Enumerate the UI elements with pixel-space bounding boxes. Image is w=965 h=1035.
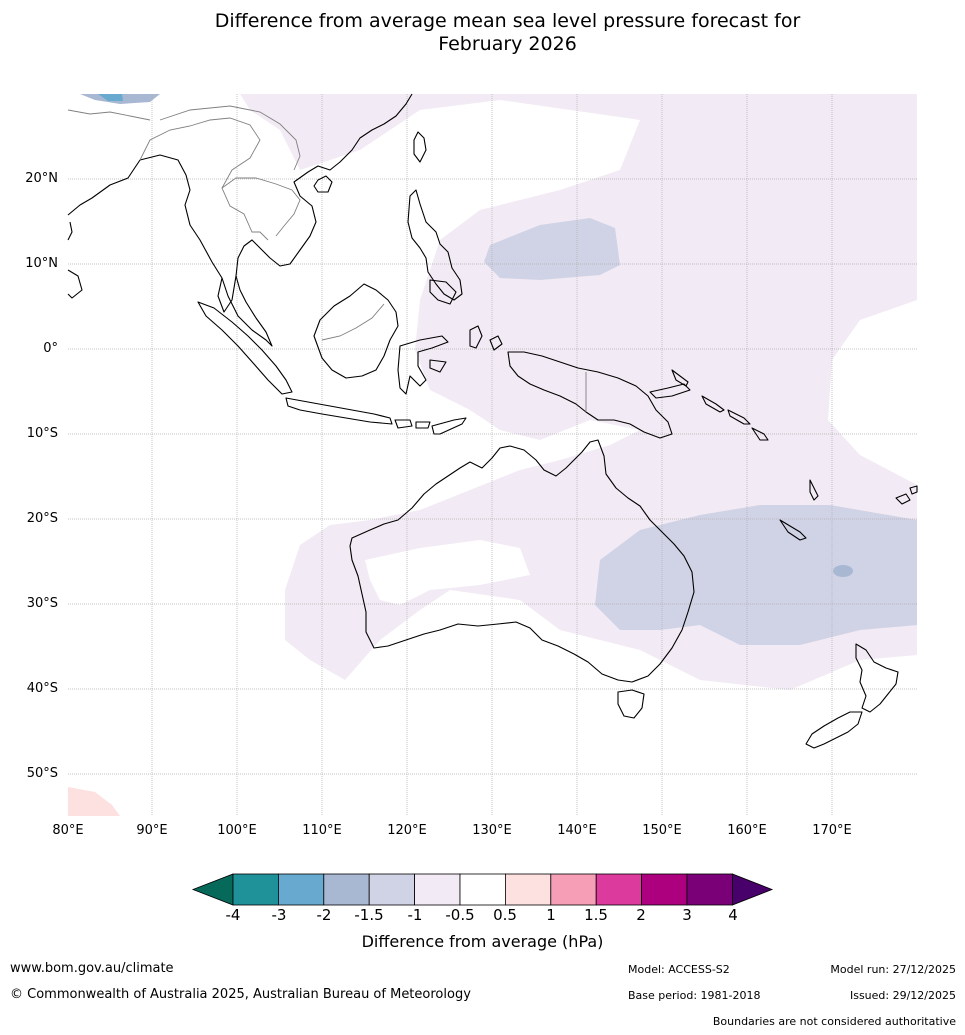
colorbar-swatch bbox=[459, 873, 506, 906]
lon-label-90e: 90°E bbox=[136, 823, 168, 838]
lon-label-130e: 130°E bbox=[472, 823, 512, 838]
coastline-borneo bbox=[313, 283, 399, 379]
colorbar-tick: 3 bbox=[682, 906, 692, 924]
coastline-hainan bbox=[313, 175, 333, 193]
colorbar-swatch bbox=[504, 873, 552, 906]
colorbar-tick: 1 bbox=[546, 906, 556, 924]
border-china-south bbox=[159, 105, 301, 171]
anomaly-shading bbox=[68, 94, 917, 816]
lat-label-30s: 30°S bbox=[26, 596, 58, 611]
coastline-java bbox=[285, 397, 393, 425]
coastline-solomon-islands bbox=[701, 395, 769, 441]
boundaries-disclaimer: Boundaries are not considered authoritat… bbox=[712, 1015, 956, 1028]
lon-label-150e: 150°E bbox=[642, 823, 682, 838]
lon-label-140e: 140°E bbox=[557, 823, 597, 838]
title-line-1: Difference from average mean sea level p… bbox=[214, 10, 801, 32]
coastline-nz-north-island bbox=[855, 643, 899, 713]
colorbar-swatch bbox=[550, 873, 597, 906]
colorbar-swatch bbox=[686, 873, 733, 906]
border-mainland-southeast-asia bbox=[139, 117, 269, 241]
colorbar-swatch bbox=[232, 873, 279, 906]
lat-label-40s: 40°S bbox=[26, 681, 58, 696]
graticule bbox=[68, 94, 917, 816]
coastline-india-east bbox=[67, 221, 73, 241]
title-line-2: February 2026 bbox=[438, 33, 577, 55]
anomaly-region-minus-3-himalaya bbox=[98, 94, 123, 101]
base-period: Base period: 1981-2018 bbox=[628, 989, 761, 1002]
model-name: Model: ACCESS-S2 bbox=[628, 963, 730, 976]
coastline-new-caledonia bbox=[779, 519, 807, 541]
colorbar-tick: -1.5 bbox=[354, 906, 384, 924]
lon-label-100e: 100°E bbox=[217, 823, 257, 838]
map-title: Difference from average mean sea level p… bbox=[0, 10, 965, 56]
coastline-taiwan bbox=[413, 131, 427, 163]
model-run-date: Model run: 27/12/2025 bbox=[830, 963, 956, 976]
border-himalaya bbox=[67, 109, 151, 121]
colorbar-swatch bbox=[641, 873, 688, 906]
coastline-tasmania bbox=[617, 689, 645, 719]
coastline-sumatra bbox=[197, 301, 293, 395]
anomaly-region-minus-1-tasman bbox=[595, 505, 917, 645]
anomaly-gap-central-australia bbox=[365, 540, 530, 605]
colorbar-swatch bbox=[277, 873, 325, 906]
coastline-fiji bbox=[895, 485, 918, 505]
coastline-sulawesi bbox=[397, 335, 449, 395]
coastline-australia bbox=[349, 439, 695, 683]
colorbar-swatch bbox=[323, 873, 370, 906]
lon-label-170e: 170°E bbox=[812, 823, 852, 838]
coastline-new-guinea bbox=[507, 351, 673, 439]
coastline-mindanao bbox=[429, 279, 457, 305]
coastline-sri-lanka bbox=[67, 269, 83, 299]
lon-label-110e: 110°E bbox=[302, 823, 342, 838]
coastline-philippines bbox=[407, 189, 463, 301]
lon-label-80e: 80°E bbox=[52, 823, 84, 838]
anomaly-region-minus-1-5-blob bbox=[833, 565, 853, 577]
colorbar-label: Difference from average (hPa) bbox=[361, 932, 604, 951]
website-link[interactable]: www.bom.gov.au/climate bbox=[10, 961, 174, 976]
lat-label-10s: 10°S bbox=[26, 426, 58, 441]
coastline-lesser-sunda bbox=[394, 417, 467, 435]
issued-date: Issued: 29/12/2025 bbox=[849, 989, 956, 1002]
colorbar-tick: 4 bbox=[728, 906, 738, 924]
colorbar-tick: 1.5 bbox=[584, 906, 608, 924]
colorbar-extend-max bbox=[732, 873, 774, 906]
border-borneo bbox=[321, 303, 385, 341]
colorbar-swatch bbox=[595, 873, 643, 906]
colorbar-tick: 0.5 bbox=[493, 906, 517, 924]
border-indochina bbox=[221, 177, 301, 237]
lat-label-10n: 10°N bbox=[25, 256, 58, 271]
coastline-nz-south-island bbox=[805, 711, 863, 749]
coastline-new-ireland bbox=[671, 369, 689, 387]
lon-label-160e: 160°E bbox=[727, 823, 767, 838]
anomaly-region-plus-0-5-southern-ocean bbox=[68, 787, 120, 816]
colorbar-extend-min bbox=[191, 873, 234, 906]
anomaly-region-minus-1-philippine-sea bbox=[484, 218, 620, 280]
colorbar-swatch bbox=[368, 873, 416, 906]
copyright-text: © Commonwealth of Australia 2025, Austra… bbox=[10, 987, 471, 1002]
colorbar-tick: -3 bbox=[271, 906, 287, 924]
colorbar-tick: -2 bbox=[316, 906, 332, 924]
coastline-malay-peninsula bbox=[221, 275, 273, 347]
colorbar-tick: -0.5 bbox=[445, 906, 475, 924]
colorbar-swatch bbox=[414, 873, 461, 906]
coastlines bbox=[67, 93, 918, 749]
colorbar-tick: -1 bbox=[407, 906, 423, 924]
colorbar bbox=[191, 873, 774, 906]
lat-label-0: 0° bbox=[43, 341, 58, 356]
coastline-halmahera bbox=[469, 325, 503, 351]
coastline-new-britain bbox=[649, 383, 691, 399]
lat-label-20n: 20°N bbox=[25, 171, 58, 186]
colorbar-tick: 2 bbox=[636, 906, 646, 924]
coastline-asia bbox=[67, 93, 413, 313]
lat-label-20s: 20°S bbox=[26, 511, 58, 526]
colorbar-tick: -4 bbox=[225, 906, 241, 924]
coastline-vanuatu bbox=[809, 479, 819, 501]
lat-label-50s: 50°S bbox=[26, 766, 58, 781]
lon-label-120e: 120°E bbox=[387, 823, 427, 838]
country-borders bbox=[67, 105, 587, 412]
